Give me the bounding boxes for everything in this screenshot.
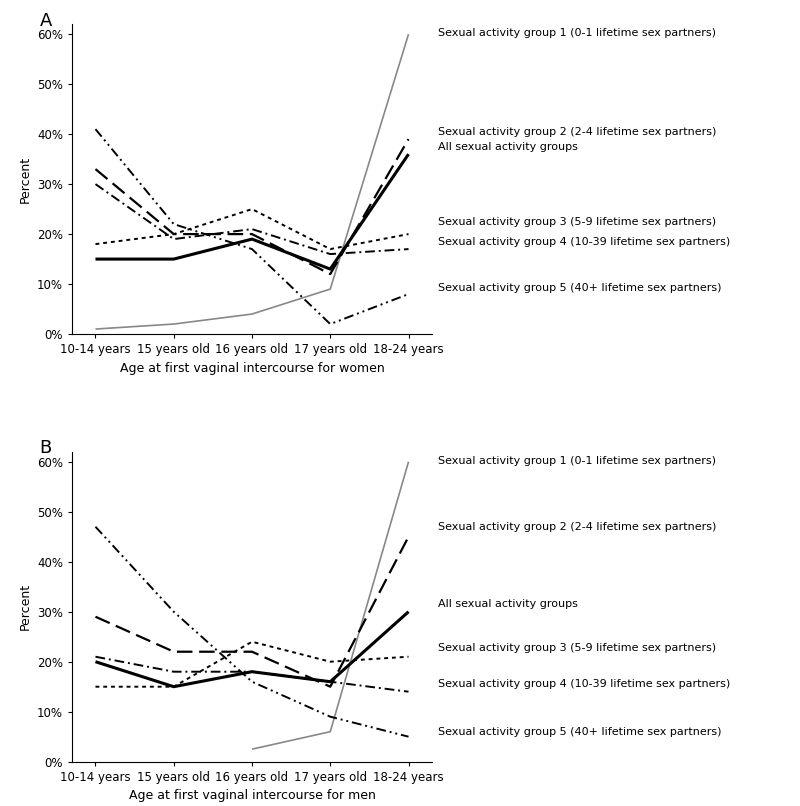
Text: All sexual activity groups: All sexual activity groups bbox=[438, 599, 578, 609]
Text: Sexual activity group 5 (40+ lifetime sex partners): Sexual activity group 5 (40+ lifetime se… bbox=[438, 727, 722, 737]
X-axis label: Age at first vaginal intercourse for women: Age at first vaginal intercourse for wom… bbox=[120, 362, 384, 375]
Text: Sexual activity group 1 (0-1 lifetime sex partners): Sexual activity group 1 (0-1 lifetime se… bbox=[438, 456, 716, 466]
Text: Sexual activity group 3 (5-9 lifetime sex partners): Sexual activity group 3 (5-9 lifetime se… bbox=[438, 217, 716, 226]
Text: Sexual activity group 4 (10-39 lifetime sex partners): Sexual activity group 4 (10-39 lifetime … bbox=[438, 679, 730, 689]
Text: Sexual activity group 4 (10-39 lifetime sex partners): Sexual activity group 4 (10-39 lifetime … bbox=[438, 237, 730, 247]
Text: A: A bbox=[40, 12, 52, 30]
Text: Sexual activity group 2 (2-4 lifetime sex partners): Sexual activity group 2 (2-4 lifetime se… bbox=[438, 521, 717, 532]
Text: Sexual activity group 5 (40+ lifetime sex partners): Sexual activity group 5 (40+ lifetime se… bbox=[438, 283, 722, 293]
X-axis label: Age at first vaginal intercourse for men: Age at first vaginal intercourse for men bbox=[129, 789, 375, 802]
Y-axis label: Percent: Percent bbox=[18, 156, 31, 202]
Text: Sexual activity group 2 (2-4 lifetime sex partners): Sexual activity group 2 (2-4 lifetime se… bbox=[438, 127, 717, 137]
Text: Sexual activity group 3 (5-9 lifetime sex partners): Sexual activity group 3 (5-9 lifetime se… bbox=[438, 642, 716, 653]
Text: B: B bbox=[40, 439, 52, 458]
Text: All sexual activity groups: All sexual activity groups bbox=[438, 142, 578, 152]
Text: Sexual activity group 1 (0-1 lifetime sex partners): Sexual activity group 1 (0-1 lifetime se… bbox=[438, 28, 716, 38]
Y-axis label: Percent: Percent bbox=[18, 584, 31, 630]
